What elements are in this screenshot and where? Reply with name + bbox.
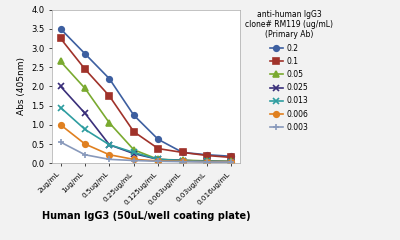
0.025 bbox=[82, 112, 87, 115]
Legend: 0.2, 0.1, 0.05, 0.025, 0.013, 0.006, 0.003: 0.2, 0.1, 0.05, 0.025, 0.013, 0.006, 0.0… bbox=[242, 6, 336, 135]
0.05 bbox=[205, 159, 210, 162]
0.025 bbox=[156, 158, 161, 161]
0.013 bbox=[180, 159, 185, 162]
Line: 0.05: 0.05 bbox=[58, 59, 234, 164]
X-axis label: Human IgG3 (50uL/well coating plate): Human IgG3 (50uL/well coating plate) bbox=[42, 211, 250, 221]
0.013 bbox=[131, 151, 136, 154]
0.006 bbox=[58, 123, 63, 126]
0.006 bbox=[131, 158, 136, 161]
0.003 bbox=[205, 161, 210, 163]
0.05 bbox=[107, 121, 112, 124]
0.05 bbox=[82, 87, 87, 90]
0.006 bbox=[107, 153, 112, 156]
0.003 bbox=[82, 153, 87, 156]
0.1 bbox=[205, 154, 210, 157]
0.013 bbox=[205, 160, 210, 163]
0.006 bbox=[205, 160, 210, 163]
0.003 bbox=[180, 160, 185, 163]
0.025 bbox=[131, 152, 136, 155]
0.1 bbox=[82, 68, 87, 71]
0.025 bbox=[58, 85, 63, 88]
0.006 bbox=[229, 160, 234, 163]
Line: 0.003: 0.003 bbox=[58, 139, 234, 165]
Line: 0.1: 0.1 bbox=[58, 36, 234, 160]
0.013 bbox=[107, 143, 112, 146]
0.1 bbox=[156, 147, 161, 150]
0.1 bbox=[180, 151, 185, 154]
0.1 bbox=[107, 95, 112, 97]
0.2 bbox=[205, 153, 210, 156]
0.025 bbox=[229, 160, 234, 163]
0.05 bbox=[131, 148, 136, 151]
0.025 bbox=[107, 143, 112, 146]
Line: 0.2: 0.2 bbox=[58, 26, 234, 159]
0.003 bbox=[131, 159, 136, 162]
0.006 bbox=[156, 159, 161, 162]
0.003 bbox=[229, 161, 234, 163]
0.025 bbox=[180, 159, 185, 162]
0.013 bbox=[156, 158, 161, 161]
0.003 bbox=[107, 158, 112, 161]
0.05 bbox=[229, 160, 234, 163]
0.05 bbox=[156, 158, 161, 161]
0.006 bbox=[82, 143, 87, 145]
0.013 bbox=[58, 106, 63, 109]
0.1 bbox=[131, 130, 136, 133]
Line: 0.013: 0.013 bbox=[58, 105, 234, 164]
0.006 bbox=[180, 160, 185, 163]
0.2 bbox=[180, 151, 185, 154]
0.05 bbox=[58, 60, 63, 63]
0.2 bbox=[58, 27, 63, 30]
Y-axis label: Abs (405nm): Abs (405nm) bbox=[16, 57, 26, 115]
0.2 bbox=[229, 155, 234, 158]
0.2 bbox=[156, 138, 161, 141]
0.1 bbox=[229, 156, 234, 159]
0.003 bbox=[156, 160, 161, 163]
0.013 bbox=[82, 128, 87, 131]
0.1 bbox=[58, 37, 63, 40]
0.2 bbox=[131, 114, 136, 117]
Line: 0.006: 0.006 bbox=[58, 122, 234, 164]
Line: 0.025: 0.025 bbox=[58, 84, 234, 164]
0.05 bbox=[180, 159, 185, 162]
0.025 bbox=[205, 160, 210, 163]
0.2 bbox=[107, 77, 112, 80]
0.013 bbox=[229, 160, 234, 163]
0.003 bbox=[58, 141, 63, 144]
0.2 bbox=[82, 52, 87, 55]
